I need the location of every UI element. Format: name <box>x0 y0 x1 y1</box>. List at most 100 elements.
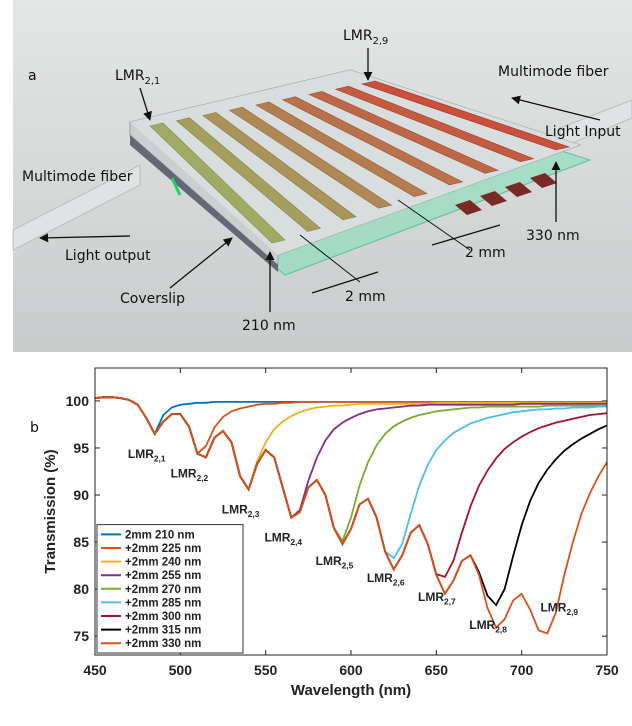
legend-label: +2mm 300 nm <box>125 611 201 623</box>
label-text: LMR <box>222 502 248 516</box>
panel-label: a <box>28 68 37 84</box>
label-text: Multimode fiber <box>22 169 133 185</box>
stripe <box>281 96 464 186</box>
y-tick-label: 100 <box>66 393 90 409</box>
stripe-shadow <box>480 191 507 206</box>
stripe <box>255 101 428 197</box>
y-tick-label: 95 <box>73 440 89 456</box>
label: LMR2,1 <box>128 447 166 464</box>
label-text: 330 nm <box>526 228 580 244</box>
label-text: LMR <box>343 28 373 44</box>
label: LMR2,9 <box>343 28 388 47</box>
illustration <box>12 48 632 312</box>
stripe-shadow <box>530 173 557 188</box>
label-text: LMR <box>171 467 197 481</box>
legend-label: +2mm 330 nm <box>125 638 201 650</box>
x-tick-label: 650 <box>425 662 449 678</box>
x-tick-label: 600 <box>339 662 363 678</box>
stripe <box>175 117 322 232</box>
series-line <box>94 396 608 635</box>
label-text: 210 nm <box>242 318 296 334</box>
label: LMR2,1 <box>115 68 160 87</box>
legend-label: +2mm 255 nm <box>125 570 201 582</box>
label-text: LMR <box>540 600 566 614</box>
fiber-left <box>12 164 141 251</box>
label: LMR2,7 <box>418 590 456 607</box>
resonator-stripes <box>149 80 571 244</box>
label: 2 mm <box>465 245 506 261</box>
label: 330 nm <box>526 228 580 244</box>
label-subscript: 2,9 <box>373 36 389 47</box>
label-text: LMR <box>418 590 444 604</box>
y-tick-label: 80 <box>73 581 89 597</box>
arrow <box>169 237 233 289</box>
x-tick-label: 700 <box>510 662 534 678</box>
stripe-shadow <box>505 182 532 197</box>
stripe <box>149 122 286 244</box>
x-axis-title: Wavelength (nm) <box>291 682 411 699</box>
legend-label: 2mm 210 nm <box>125 529 195 541</box>
label: Light output <box>65 248 151 264</box>
label: LMR2,2 <box>171 467 209 484</box>
label-text: 2 mm <box>345 289 386 305</box>
label: LMR2,8 <box>469 618 507 635</box>
light-beam <box>170 177 182 196</box>
y-tick-label: 75 <box>73 628 89 644</box>
legend-label: +2mm 315 nm <box>125 625 201 637</box>
arrow <box>511 95 601 121</box>
stripe <box>334 85 535 162</box>
label-subscript: 2,8 <box>495 625 507 635</box>
label-text: LMR <box>367 571 393 585</box>
label: LMR2,9 <box>540 600 578 617</box>
arrow <box>139 87 152 121</box>
label-text: LMR <box>316 554 342 568</box>
y-tick-label: 90 <box>73 487 89 503</box>
label-subscript: 2,7 <box>444 596 456 606</box>
legend-box <box>96 524 244 654</box>
stripe <box>228 106 393 209</box>
label-text: LMR <box>115 68 145 84</box>
x-tick-label: 750 <box>595 662 619 678</box>
label-subscript: 2,1 <box>145 76 161 87</box>
panel-label: b <box>30 420 39 436</box>
x-tick-label: 500 <box>169 662 193 678</box>
label-text: Coverslip <box>120 291 185 307</box>
label: 2 mm <box>345 289 386 305</box>
label-subscript: 2,6 <box>393 578 405 588</box>
label: LMR2,4 <box>264 531 302 548</box>
label-subscript: 2,1 <box>154 453 166 463</box>
legend-label: +2mm 270 nm <box>125 584 201 596</box>
label: Multimode fiber <box>22 169 133 185</box>
x-tick-label: 550 <box>254 662 278 678</box>
x-tick-label: 450 <box>83 662 107 678</box>
label-subscript: 2,5 <box>342 561 354 571</box>
label: Coverslip <box>120 291 185 307</box>
label-subscript: 2,3 <box>248 509 260 519</box>
label-text: LMR <box>264 531 290 545</box>
label: Light Input <box>545 124 621 140</box>
dimension-line <box>299 234 361 283</box>
legend-label: +2mm 225 nm <box>125 543 201 555</box>
label: 210 nm <box>242 318 296 334</box>
label-subscript: 2,4 <box>290 537 302 547</box>
label-text: LMR <box>469 618 495 632</box>
chart: b 450 500 550 600 650 700 750 75 80 85 90 95 100 Wavel… <box>30 367 619 699</box>
dimension-line <box>397 199 471 251</box>
dimension-line <box>431 224 501 246</box>
legend-label: +2mm 240 nm <box>125 557 201 569</box>
stripe <box>360 80 571 151</box>
label: LMR2,5 <box>316 554 354 571</box>
dimension-line <box>311 271 379 294</box>
stripe-shadow <box>455 200 482 215</box>
slab-edge <box>130 135 278 272</box>
label-subscript: 2,2 <box>197 473 209 483</box>
label-text: Light Input <box>545 124 621 140</box>
arrow <box>39 233 131 243</box>
label: Multimode fiber <box>498 64 609 80</box>
y-axis-title: Transmission (%) <box>42 449 59 573</box>
label-text: Light output <box>65 248 151 264</box>
stripe <box>202 112 357 221</box>
stripe <box>308 91 499 174</box>
axes-box <box>94 367 608 656</box>
